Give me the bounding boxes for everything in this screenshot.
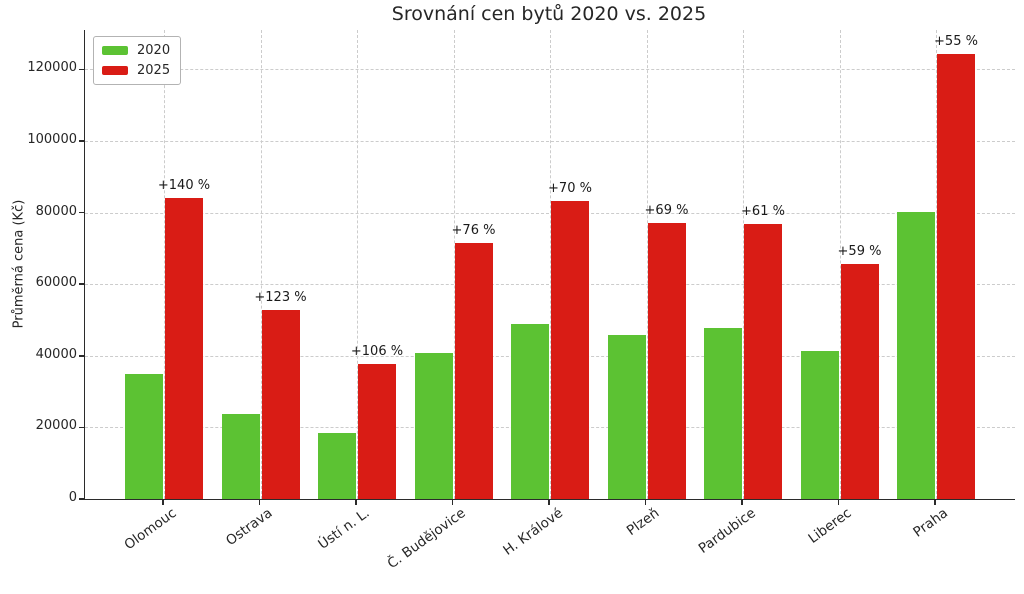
bar-annotation-8: +55 % — [934, 33, 978, 49]
v-gridline — [646, 30, 648, 499]
x-tick-label-5: Plzeň — [623, 505, 662, 540]
bar-2025-6 — [744, 224, 782, 499]
x-tick-label-8: Praha — [910, 505, 952, 541]
v-gridline — [453, 30, 455, 499]
bar-2025-7 — [840, 263, 879, 499]
v-gridline — [357, 30, 358, 499]
y-tick-label: 0 — [68, 490, 77, 505]
y-tick-label: 120000 — [27, 60, 77, 76]
bar-2025-4 — [551, 200, 589, 499]
y-tick-label: 80000 — [35, 203, 77, 219]
bar-2020-5 — [607, 335, 646, 499]
bar-annotation-5: +69 % — [644, 202, 689, 218]
x-tick-mark — [837, 500, 840, 505]
legend-item-2020: 2020 — [102, 43, 170, 58]
bar-annotation-3: +76 % — [451, 222, 496, 238]
bar-2020-4 — [511, 323, 549, 499]
bar-annotation-6: +61 % — [741, 204, 785, 220]
v-gridline — [550, 30, 551, 499]
x-tick-label-2: Ústí n. L. — [315, 505, 373, 553]
v-gridline — [839, 30, 841, 499]
x-tick-label-1: Ostrava — [223, 505, 276, 550]
x-tick-label-0: Olomouc — [121, 505, 180, 554]
bar-annotation-1: +123 % — [254, 289, 307, 305]
x-tick-mark — [451, 500, 454, 505]
y-tick-label: 100000 — [27, 131, 77, 147]
y-tick-mark — [79, 140, 84, 142]
y-tick-mark — [79, 355, 84, 357]
y-tick-label: 20000 — [35, 418, 77, 434]
v-gridline — [743, 30, 744, 499]
legend: 2020 2025 — [93, 36, 182, 85]
bar-2025-3 — [454, 242, 493, 499]
y-tick-mark — [79, 283, 84, 285]
bar-2020-6 — [704, 328, 742, 499]
bar-2025-1 — [261, 309, 300, 499]
bar-annotation-0: +140 % — [157, 178, 211, 194]
bar-2020-0 — [125, 373, 163, 499]
x-tick-label-7: Liberec — [805, 505, 855, 547]
bar-2025-0 — [165, 198, 203, 499]
y-tick-label: 40000 — [35, 346, 77, 362]
bar-annotation-2: +106 % — [350, 344, 404, 360]
bar-annotation-4: +70 % — [548, 180, 592, 196]
x-tick-mark — [258, 500, 261, 505]
x-tick-label-3: Č. Budějovice — [384, 505, 469, 573]
x-tick-label-4: H. Králové — [499, 505, 566, 559]
legend-swatch-2020 — [102, 46, 128, 55]
x-tick-mark — [934, 500, 936, 505]
bar-2020-7 — [800, 351, 839, 499]
plot-area: 2020 2025 +140 % +123 % +106 % +76 % +70 % +6… — [84, 30, 1015, 500]
x-tick-label-6: Pardubice — [695, 505, 759, 557]
bar-annotation-7: +59 % — [837, 243, 882, 259]
bar-2020-2 — [318, 433, 356, 499]
bar-2020-8 — [897, 211, 935, 499]
bar-2020-3 — [414, 353, 453, 499]
y-tick-mark — [79, 68, 84, 71]
bar-2025-2 — [358, 364, 396, 499]
legend-swatch-2025 — [102, 66, 128, 75]
legend-label-2020: 2020 — [137, 43, 171, 58]
y-tick-mark — [79, 211, 84, 214]
y-tick-mark — [79, 498, 84, 500]
v-gridline — [260, 30, 262, 499]
y-tick-label: 60000 — [35, 275, 77, 291]
x-tick-mark — [644, 500, 647, 505]
bar-2025-5 — [647, 222, 686, 499]
x-tick-mark — [162, 500, 164, 505]
y-axis-label: Průměrná cena (Kč) — [11, 199, 27, 329]
bar-2025-8 — [937, 53, 975, 499]
bar-2020-1 — [221, 414, 260, 499]
x-tick-mark — [741, 500, 743, 505]
legend-label-2025: 2025 — [137, 63, 171, 78]
x-tick-mark — [548, 500, 550, 505]
y-tick-mark — [79, 426, 84, 429]
legend-item-2025: 2025 — [102, 63, 170, 78]
v-gridline — [936, 30, 937, 499]
chart-title: Srovnání cen bytů 2020 vs. 2025 — [391, 3, 707, 25]
v-gridline — [164, 30, 165, 499]
x-tick-mark — [355, 500, 357, 505]
